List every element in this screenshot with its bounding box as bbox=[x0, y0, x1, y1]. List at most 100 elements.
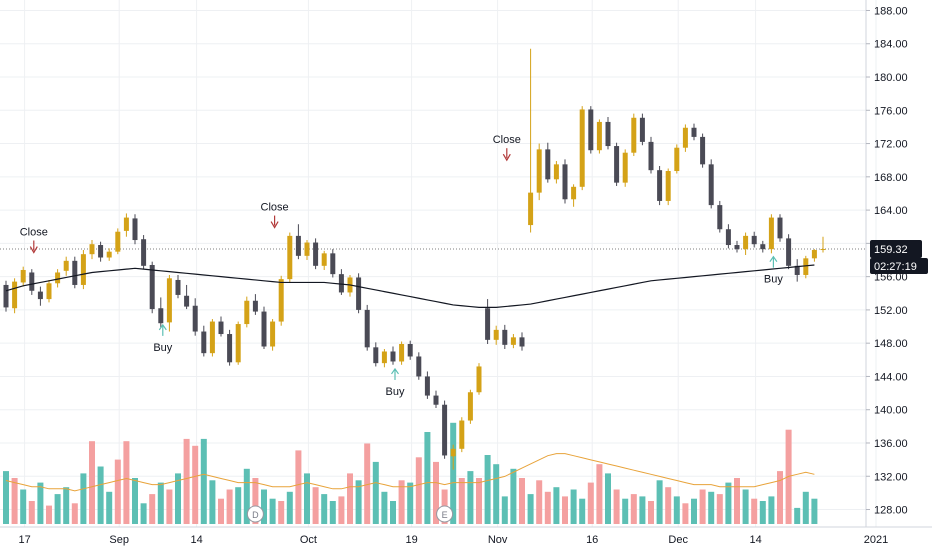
event-label: D bbox=[252, 510, 259, 520]
candle-body bbox=[63, 260, 69, 271]
close-label: Close bbox=[261, 202, 289, 214]
volume-bar bbox=[484, 455, 491, 524]
candle bbox=[725, 224, 731, 249]
candle-body bbox=[717, 205, 723, 230]
candle bbox=[261, 306, 267, 349]
candle bbox=[46, 279, 52, 303]
candle bbox=[89, 240, 95, 260]
volume-bar bbox=[278, 501, 285, 524]
volume-bar bbox=[97, 466, 104, 524]
candle-body bbox=[356, 277, 362, 310]
volume-bar bbox=[699, 489, 706, 524]
candle-body bbox=[252, 300, 258, 312]
candle-body bbox=[674, 147, 680, 172]
candle-body bbox=[442, 404, 448, 456]
volume-bar bbox=[493, 464, 500, 524]
volume-bar bbox=[312, 487, 319, 524]
volume-bar bbox=[329, 501, 336, 524]
candle-body bbox=[72, 260, 78, 285]
volume-bar bbox=[587, 482, 594, 524]
candle bbox=[648, 136, 654, 174]
candle-body bbox=[244, 300, 250, 325]
candle-body bbox=[596, 121, 602, 151]
volume-bar bbox=[639, 496, 646, 524]
buy-arrowhead-icon bbox=[158, 323, 167, 331]
candle-body bbox=[528, 192, 534, 226]
volume-bar bbox=[777, 471, 783, 524]
volume-bar bbox=[510, 468, 517, 524]
volume-bar bbox=[243, 468, 250, 524]
y-tick-label: 140.00 bbox=[874, 405, 908, 417]
y-tick-label: 148.00 bbox=[874, 338, 908, 350]
volume-bar bbox=[648, 501, 654, 524]
candle-body bbox=[12, 281, 18, 309]
volume-bar bbox=[536, 480, 543, 524]
candle bbox=[123, 213, 129, 237]
buy-signal: Buy bbox=[153, 323, 173, 354]
volume-bar bbox=[209, 480, 216, 524]
candle bbox=[37, 286, 43, 306]
volume-bar bbox=[20, 489, 27, 524]
volume-bar bbox=[11, 478, 18, 524]
volume-bar bbox=[553, 487, 560, 524]
volume-bar bbox=[166, 489, 173, 524]
volume-bar bbox=[605, 473, 611, 524]
candle bbox=[330, 249, 336, 278]
volume-bar bbox=[527, 494, 534, 524]
candle-body bbox=[476, 366, 482, 393]
candle bbox=[476, 363, 482, 395]
candle-body bbox=[141, 239, 147, 266]
volume-bar bbox=[235, 487, 242, 524]
candle-body bbox=[803, 258, 809, 275]
price-badges: 159.32 02:27:19 bbox=[870, 240, 928, 275]
volume-bar bbox=[811, 498, 818, 524]
candle-body bbox=[768, 217, 774, 250]
candle bbox=[794, 259, 800, 282]
candle-body bbox=[106, 251, 112, 258]
candle bbox=[201, 325, 207, 357]
candle bbox=[588, 106, 594, 154]
volume-bar bbox=[751, 498, 758, 524]
close-signal: Close bbox=[261, 202, 289, 229]
candle-body bbox=[407, 344, 413, 357]
time-axis[interactable]: 17 Sep 14 Oct 19 Nov 16 Dec 14 2021 bbox=[18, 534, 888, 546]
candle-body bbox=[149, 264, 155, 310]
candle-body bbox=[467, 392, 473, 421]
candle-body bbox=[115, 231, 121, 252]
candle bbox=[106, 248, 112, 261]
candle-body bbox=[571, 186, 577, 200]
volume-bar bbox=[269, 498, 276, 524]
candle-body bbox=[502, 329, 508, 345]
buy-label: Buy bbox=[153, 342, 172, 354]
price-axis[interactable]: 188.00 184.00 180.00 176.00 172.00 168.00 164.… bbox=[866, 5, 908, 517]
candle bbox=[674, 144, 680, 174]
volume-bar bbox=[355, 480, 362, 524]
candle-body bbox=[588, 109, 594, 151]
overlays: Close Buy Close Buy Close Buy D E bbox=[5, 134, 815, 523]
buy-arrowhead-icon bbox=[769, 255, 778, 263]
candle bbox=[433, 390, 439, 409]
candle bbox=[313, 238, 319, 270]
x-tick-label: 17 bbox=[18, 534, 30, 546]
volume-bar bbox=[321, 494, 328, 524]
candle bbox=[777, 214, 783, 242]
close-arrowhead-icon bbox=[29, 246, 38, 254]
grid-lines bbox=[0, 0, 877, 527]
candle bbox=[467, 389, 473, 424]
candle bbox=[356, 273, 362, 314]
candle bbox=[614, 142, 620, 186]
volume-bars bbox=[3, 422, 818, 524]
volume-bar bbox=[372, 461, 379, 524]
candle-body bbox=[381, 351, 387, 364]
buy-signal: Buy bbox=[764, 255, 783, 286]
volume-bar bbox=[123, 441, 130, 524]
candle-body bbox=[553, 164, 559, 180]
candle-body bbox=[734, 245, 740, 250]
candle-body bbox=[700, 136, 706, 165]
candle bbox=[227, 329, 233, 366]
candle-body bbox=[657, 170, 663, 201]
candle bbox=[364, 304, 370, 351]
volume-bar bbox=[476, 478, 482, 524]
candle bbox=[175, 274, 181, 299]
